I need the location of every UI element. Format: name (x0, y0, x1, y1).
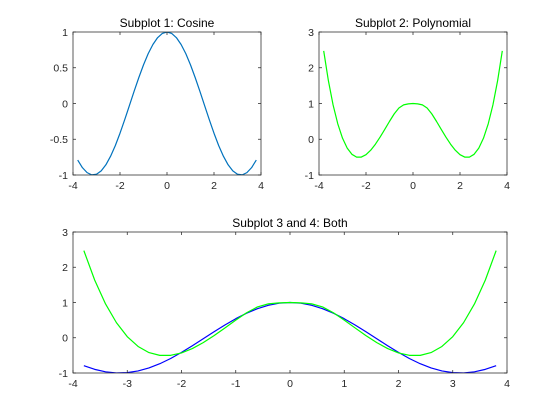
subplot-3-x-tick-label: 2 (396, 378, 402, 390)
subplot-1-x-tick-label: 4 (258, 180, 264, 192)
subplot-cosine: Subplot 1: Cosine -4 -2 0 2 4 -1 -0.5 0 0.5 1 (50, 16, 264, 192)
subplot-3-x-tick-label: 4 (504, 378, 510, 390)
subplot-3-x-tick-label: 0 (287, 378, 293, 390)
subplot-2-x-tick-label: -2 (361, 180, 370, 192)
subplot-3-y-tick-label: 1 (62, 297, 68, 309)
subplot-1-x-tick-label: -2 (115, 180, 124, 192)
subplot-1-series-line-1 (77, 32, 257, 175)
subplot-2-x-tick-label: -4 (314, 180, 323, 192)
subplot-3-x-tick-label: -3 (123, 378, 132, 390)
subplot-3-y-tick-label: 0 (62, 333, 68, 345)
subplot-3-x-tick-label: -2 (177, 378, 186, 390)
subplot-1-x-tick-label: 0 (164, 180, 170, 192)
subplot-1-y-tick-label: -0.5 (50, 134, 68, 146)
subplot-1-x-tick-label: -4 (68, 180, 77, 192)
subplot-2-title: Subplot 2: Polynomial (355, 16, 471, 30)
subplot-3-x-tick-label: 3 (450, 378, 456, 390)
subplot-2-y-tick-label: 2 (308, 63, 314, 75)
subplot-1-x-tick-label: 2 (211, 180, 217, 192)
subplot-2-y-tick-label: -1 (305, 170, 314, 182)
subplot-2-y-tick-label: 3 (308, 27, 314, 39)
subplot-2-x-tick-label: 2 (457, 180, 463, 192)
subplot-1-y-tick-label: 0 (62, 98, 68, 110)
subplot-polynomial: Subplot 2: Polynomial -4 -2 0 2 4 -1 0 1 2 3 (305, 16, 510, 192)
subplot-3-title: Subplot 3 and 4: Both (232, 216, 347, 230)
subplot-2-series-line-1 (323, 50, 503, 158)
subplot-2-x-tick-label: 0 (410, 180, 416, 192)
subplot-1-y-tick-label: 0.5 (53, 63, 68, 75)
subplot-2-y-tick-label: 0 (308, 134, 314, 146)
subplot-3-x-tick-label: -1 (231, 378, 240, 390)
subplot-1-title: Subplot 1: Cosine (120, 16, 215, 30)
subplot-both: Subplot 3 and 4: Both -4 -3 -2 -1 0 1 2 3 4 -1 0 1 2… (59, 216, 510, 390)
subplot-3-x-tick-label: 1 (341, 378, 347, 390)
subplot-3-series-line-2 (83, 250, 497, 356)
subplot-3-y-tick-label: -1 (59, 368, 68, 380)
subplot-1-y-tick-label: -1 (59, 170, 68, 182)
subplot-2-x-tick-label: 4 (504, 180, 510, 192)
subplot-3-y-tick-label: 3 (62, 227, 68, 239)
subplot-2-y-tick-label: 1 (308, 98, 314, 110)
subplot-3-x-tick-label: -4 (68, 378, 77, 390)
subplot-3-y-tick-label: 2 (62, 262, 68, 274)
subplot-1-y-tick-label: 1 (62, 27, 68, 39)
